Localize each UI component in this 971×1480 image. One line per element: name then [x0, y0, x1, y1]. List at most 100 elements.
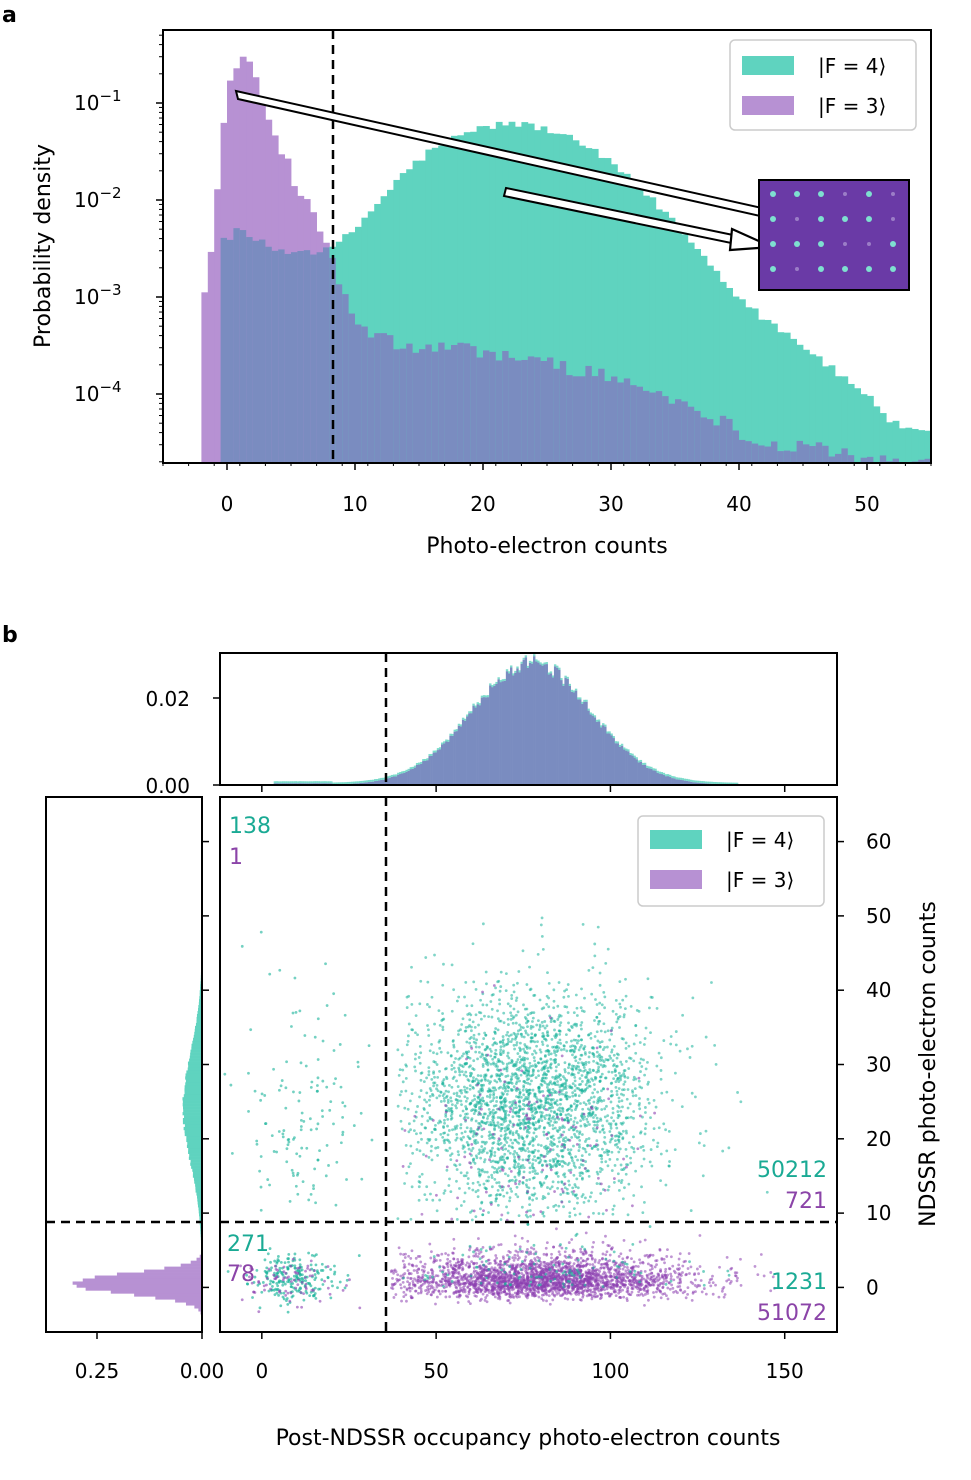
- top-hist-bar: [367, 782, 371, 785]
- top-hist-bar: [549, 673, 553, 785]
- hist-a-bar-overlap: [303, 250, 311, 463]
- scatter-point-f4: [528, 1061, 532, 1065]
- scatter-point-f4: [506, 1089, 510, 1093]
- top-hist-bar-edge: [436, 748, 440, 751]
- scatter-point-f4: [449, 1054, 453, 1058]
- hist-a-bar: [809, 354, 817, 463]
- scatter-point-f4: [515, 1041, 519, 1044]
- scatter-point-f4: [523, 1007, 527, 1011]
- scatter-point-f3: [610, 1278, 614, 1282]
- scatter-point-f3: [648, 1268, 652, 1272]
- scatter-point-f4: [446, 1051, 450, 1055]
- scatter-point-f3: [423, 1262, 427, 1266]
- scatter-point-f3: [515, 1295, 519, 1299]
- left-hist-bar: [191, 1046, 202, 1050]
- hist-a-bar-overlap: [643, 390, 650, 463]
- scatter-point-f4: [504, 989, 508, 993]
- scatter-point-f4: [426, 1024, 429, 1027]
- scatter-point-f3: [652, 1295, 656, 1299]
- scatter-point-f4: [559, 1193, 563, 1196]
- scatter-point-f4: [472, 1112, 476, 1116]
- left-hist-bar: [180, 1263, 202, 1267]
- scatter-point-f4: [510, 1061, 513, 1065]
- x-tick-label: 0: [221, 492, 234, 516]
- hist-a-bar-overlap: [777, 451, 785, 463]
- scatter-point-f3: [695, 1285, 699, 1289]
- top-hist-bar: [650, 768, 653, 785]
- scatter-point-f3: [499, 1288, 502, 1292]
- scatter-point-f3: [560, 1286, 563, 1289]
- scatter-point-f4: [496, 1161, 500, 1165]
- left-hist-bar: [198, 1008, 202, 1012]
- scatter-point-f3: [477, 1252, 481, 1256]
- scatter-point-f3: [589, 1288, 593, 1292]
- top-hist-bar: [369, 781, 373, 785]
- scatter-point-f3: [592, 1274, 596, 1278]
- top-hist-bar: [648, 768, 651, 785]
- scatter-point-f4: [499, 1129, 503, 1133]
- scatter-point-f3: [736, 1276, 739, 1280]
- scatter-point-f3: [410, 1249, 414, 1253]
- scatter-point-f4: [585, 1117, 589, 1121]
- scatter-point-f3: [667, 1281, 671, 1284]
- top-hist-bar: [543, 664, 546, 785]
- scatter-point-f3: [587, 1268, 590, 1272]
- scatter-point-f3: [615, 1284, 618, 1288]
- scatter-point-f3: [644, 1292, 647, 1296]
- top-hist-bar-edge: [622, 747, 626, 750]
- scatter-point-f3: [690, 1298, 694, 1302]
- scatter-point-f3: [474, 1290, 478, 1294]
- scatter-point-f3: [615, 1267, 619, 1271]
- scatter-point-f3: [478, 1267, 482, 1271]
- hist-a-bar-overlap: [316, 252, 324, 463]
- scatter-point-f3: [495, 1256, 498, 1260]
- scatter-point-f4: [539, 1050, 543, 1054]
- left-hist-bar: [196, 1192, 202, 1196]
- scatter-point-f3: [419, 1291, 423, 1295]
- hist-a-bar-overlap: [515, 360, 522, 463]
- scatter-point-f3: [495, 1288, 499, 1292]
- scatter-point-f4: [581, 1146, 585, 1150]
- scatter-point-f4: [414, 1031, 417, 1035]
- scatter-point-f3: [650, 1264, 654, 1268]
- scatter-point-f3: [635, 1273, 639, 1277]
- scatter-point-f3: [496, 1286, 500, 1289]
- top-hist-bar-edge: [294, 781, 297, 784]
- top-hist-bar-edge: [325, 781, 329, 784]
- scatter-point-f4: [504, 1113, 507, 1116]
- top-hist-bar: [495, 683, 498, 785]
- scatter-point-f4: [597, 1065, 601, 1069]
- scatter-point-f4: [445, 1168, 449, 1172]
- scatter-point-f4: [510, 994, 514, 997]
- scatter-point-f3: [617, 1275, 621, 1279]
- scatter-point-f4: [624, 1046, 628, 1050]
- scatter-point-f3: [563, 1288, 567, 1292]
- scatter-point-f4: [506, 1149, 510, 1153]
- scatter-point-f4: [467, 1147, 471, 1151]
- top-hist-bar-edge: [443, 741, 446, 744]
- top-hist-bar-edge: [284, 781, 287, 784]
- scatter-point-f3: [549, 1273, 553, 1277]
- top-ytick-0.00: 0.00: [145, 774, 190, 798]
- scatter-point-f3: [500, 1283, 504, 1287]
- scatter-point-f4: [430, 1130, 434, 1134]
- scatter-point-f4: [503, 1089, 507, 1093]
- scatter-point-f3: [417, 1268, 421, 1271]
- inset-atom-spot: [770, 241, 776, 247]
- scatter-point-f3: [679, 1288, 682, 1292]
- hist-a-bar-overlap: [828, 456, 836, 463]
- top-hist-bar: [696, 782, 699, 785]
- scatter-point-f4: [499, 985, 503, 988]
- scatter-point-f3: [771, 1275, 775, 1279]
- hist-a-bar: [687, 242, 695, 463]
- top-hist-bar: [374, 781, 377, 785]
- scatter-point-f4: [477, 1032, 481, 1036]
- scatter-point-f3: [605, 1287, 609, 1291]
- top-hist-bar-edge: [545, 662, 548, 665]
- top-hist-bar-edge: [273, 781, 277, 784]
- scatter-point-f4: [462, 1052, 466, 1056]
- top-hist-bar-edge: [363, 780, 367, 783]
- scatter-point-f3: [769, 1289, 773, 1293]
- scatter-point-f3: [608, 1274, 612, 1278]
- scatter-point-f4: [563, 1070, 567, 1074]
